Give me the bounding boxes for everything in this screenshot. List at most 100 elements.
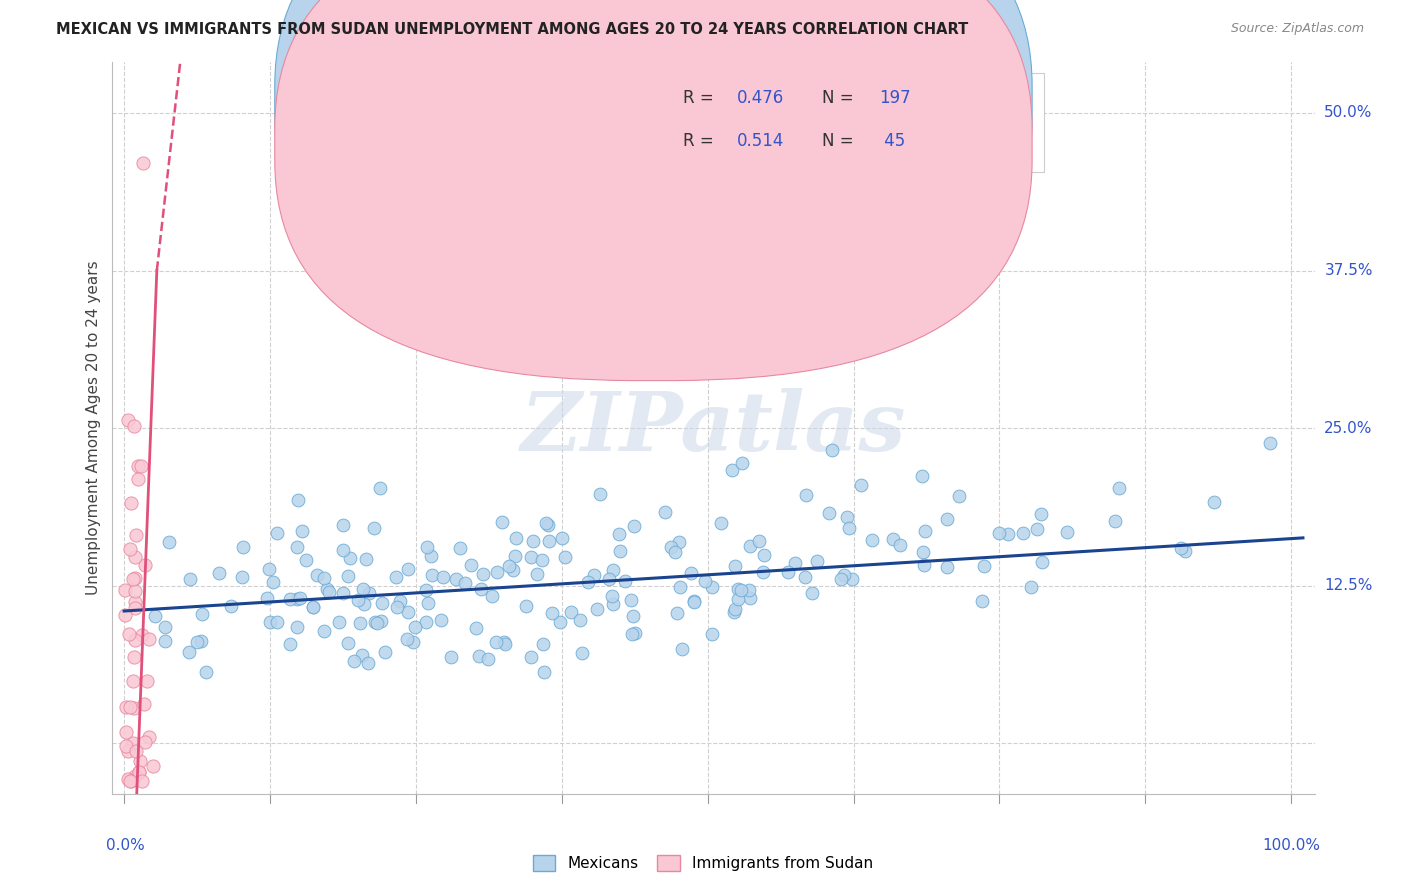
Text: 37.5%: 37.5% bbox=[1324, 263, 1372, 278]
Point bbox=[128, 764, 150, 779]
Point bbox=[911, 545, 934, 559]
Point bbox=[115, 725, 138, 739]
Point bbox=[396, 605, 419, 619]
Point bbox=[370, 614, 392, 628]
Point bbox=[387, 599, 409, 614]
Point bbox=[302, 599, 325, 614]
Point bbox=[972, 594, 994, 608]
Point bbox=[683, 594, 706, 608]
Point bbox=[740, 539, 762, 553]
Text: 0.0%: 0.0% bbox=[107, 838, 145, 853]
Point bbox=[420, 549, 443, 563]
Point bbox=[492, 635, 515, 649]
Point bbox=[366, 615, 388, 630]
Point bbox=[115, 699, 138, 714]
Point bbox=[1202, 495, 1225, 509]
Point bbox=[533, 665, 555, 679]
Point bbox=[454, 576, 477, 591]
Point bbox=[444, 573, 467, 587]
Point bbox=[520, 650, 543, 665]
Point bbox=[418, 596, 440, 610]
Point bbox=[117, 627, 139, 641]
Point bbox=[1104, 514, 1126, 528]
Point bbox=[396, 562, 419, 576]
Point bbox=[817, 506, 839, 520]
Point bbox=[122, 650, 145, 665]
Point bbox=[357, 656, 380, 670]
Point bbox=[114, 739, 136, 753]
Point bbox=[128, 754, 150, 768]
Point bbox=[332, 586, 354, 600]
Point bbox=[548, 615, 571, 629]
Point bbox=[232, 540, 254, 554]
Point bbox=[352, 648, 374, 662]
Point bbox=[347, 593, 370, 607]
Point bbox=[860, 533, 883, 548]
Point bbox=[477, 652, 499, 666]
Point bbox=[571, 646, 593, 660]
Point bbox=[385, 570, 408, 584]
Point bbox=[987, 526, 1010, 541]
Point bbox=[316, 582, 339, 597]
Point bbox=[134, 697, 156, 711]
Point bbox=[416, 540, 439, 554]
Point bbox=[287, 493, 309, 508]
Point bbox=[849, 478, 872, 492]
Point bbox=[598, 572, 620, 586]
Point bbox=[339, 550, 361, 565]
Text: 25.0%: 25.0% bbox=[1324, 421, 1372, 435]
Point bbox=[530, 553, 553, 567]
Point bbox=[114, 582, 136, 597]
Point bbox=[336, 636, 359, 650]
Point bbox=[935, 512, 957, 526]
FancyBboxPatch shape bbox=[274, 0, 1032, 381]
Point bbox=[619, 593, 641, 607]
Point bbox=[312, 624, 335, 639]
Point bbox=[505, 531, 527, 545]
Point bbox=[491, 515, 513, 529]
Point bbox=[420, 568, 443, 582]
Point bbox=[440, 649, 463, 664]
Point bbox=[832, 568, 855, 582]
Point bbox=[449, 541, 471, 555]
Point bbox=[783, 556, 806, 570]
Point bbox=[502, 563, 524, 577]
Point bbox=[613, 574, 636, 588]
Point bbox=[332, 542, 354, 557]
Point bbox=[190, 634, 212, 648]
Text: ZIPatlas: ZIPatlas bbox=[520, 388, 907, 468]
Point bbox=[752, 548, 775, 562]
Point bbox=[654, 505, 676, 519]
Point bbox=[415, 582, 437, 597]
Point bbox=[710, 516, 733, 530]
FancyBboxPatch shape bbox=[274, 0, 1032, 339]
Point bbox=[723, 602, 745, 616]
Point bbox=[682, 595, 704, 609]
Point bbox=[259, 615, 281, 630]
Point bbox=[129, 459, 152, 474]
Point bbox=[134, 558, 156, 573]
Point bbox=[368, 481, 391, 495]
Point bbox=[723, 606, 745, 620]
Point bbox=[537, 534, 560, 549]
Point bbox=[1025, 522, 1047, 536]
Point bbox=[318, 584, 340, 599]
Point bbox=[352, 582, 374, 597]
Point bbox=[374, 644, 396, 658]
Point bbox=[127, 459, 149, 474]
Point bbox=[117, 413, 139, 427]
Point bbox=[515, 599, 537, 614]
Point bbox=[620, 627, 643, 641]
Point bbox=[257, 561, 280, 575]
Point bbox=[911, 468, 934, 483]
Point bbox=[889, 538, 911, 552]
Text: R =: R = bbox=[683, 132, 720, 150]
Point bbox=[465, 621, 488, 635]
Point bbox=[124, 549, 146, 564]
Point bbox=[191, 607, 214, 622]
Point bbox=[295, 552, 318, 566]
Point bbox=[138, 632, 160, 647]
Point bbox=[738, 591, 761, 606]
Point bbox=[659, 540, 682, 554]
Point bbox=[671, 642, 693, 657]
